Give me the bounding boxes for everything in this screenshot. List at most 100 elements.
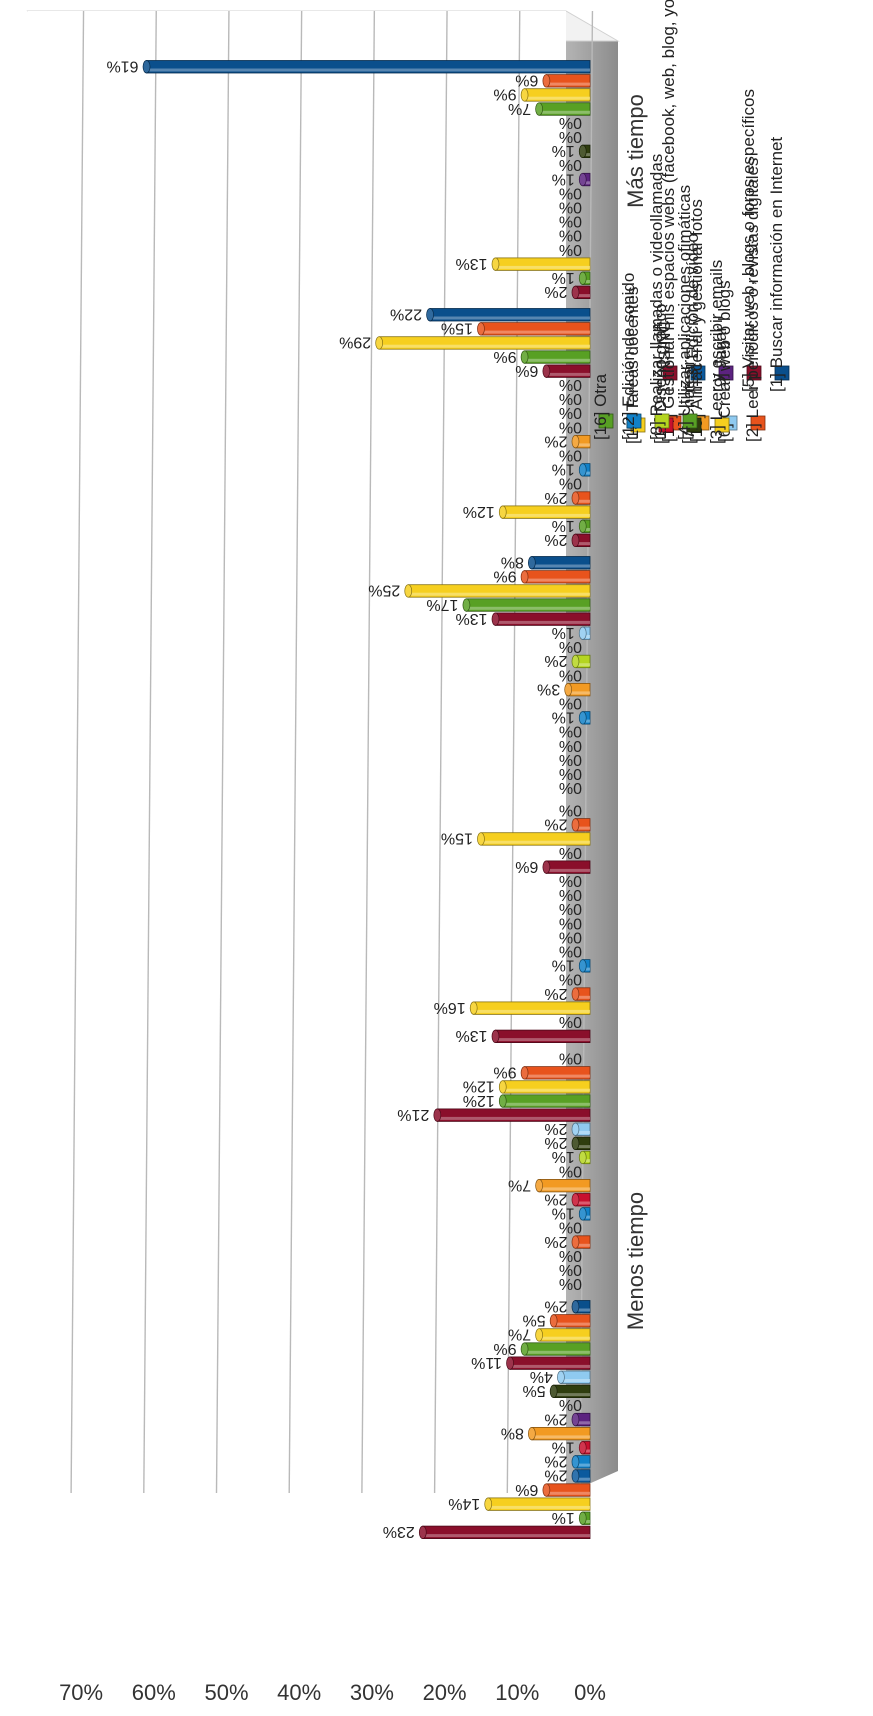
bar-highlight (531, 1435, 590, 1439)
bar: 0% (559, 1247, 582, 1264)
bar-highlight (495, 265, 590, 269)
bar: 7% (508, 1326, 591, 1343)
bar: 9% (493, 1064, 591, 1081)
bar-highlight (575, 542, 590, 546)
legend-swatch (682, 413, 698, 429)
bar-highlight (560, 1379, 590, 1382)
bar-cap (549, 1384, 558, 1398)
bar-cap (142, 60, 151, 74)
gridline-20 (433, 10, 448, 1494)
bar-cap (520, 570, 529, 584)
data-label: 0% (559, 914, 582, 931)
data-label: 5% (523, 1382, 546, 1399)
bar-highlight (546, 1491, 590, 1495)
bar-cap (491, 1029, 500, 1043)
data-label: 8% (501, 1424, 524, 1441)
y-tick-label: 20% (423, 1680, 467, 1705)
bar: 9% (493, 1340, 591, 1357)
data-label: 2% (544, 1410, 567, 1427)
legend-label: [6] Crear web o blogs (715, 280, 734, 442)
bar: 1% (552, 269, 591, 286)
bar: 2% (544, 816, 591, 833)
data-label: 13% (455, 610, 487, 627)
legend-label: [1] Buscar información en Internet (767, 137, 786, 392)
data-label: 5% (523, 1312, 546, 1329)
bar: 14% (448, 1495, 591, 1512)
bar: 25% (368, 582, 591, 599)
bar: 29% (339, 334, 591, 351)
legend-label: [3] Leer y escribir emails (707, 260, 726, 444)
data-label: 1% (552, 142, 575, 159)
data-label: 2% (544, 652, 567, 669)
data-label: 0% (559, 943, 582, 960)
bar-cap (433, 1108, 442, 1122)
bar: 1% (552, 957, 591, 974)
bar: 0% (559, 914, 582, 931)
gridline-50 (215, 10, 230, 1494)
bar: 12% (463, 503, 591, 520)
y-tick-label: 0% (574, 1680, 606, 1705)
bar: 2% (544, 1233, 591, 1250)
legend-entry: [16] Otra (591, 373, 614, 440)
bar: 0% (559, 1219, 582, 1236)
bar-highlight (575, 826, 590, 830)
bar: 2% (544, 1191, 591, 1208)
bar: 1% (552, 709, 591, 726)
bar-cap (578, 1150, 587, 1165)
data-label: 9% (493, 1064, 516, 1081)
data-label: 0% (559, 114, 582, 131)
data-label: 0% (559, 1275, 582, 1292)
data-label: 0% (559, 213, 582, 230)
bar: 0% (559, 971, 582, 988)
data-label: 1% (552, 624, 575, 641)
bar-cap (571, 818, 580, 832)
bar-cap (571, 1136, 580, 1150)
legend-label: [4] Utilizar aplicaciones ofimáticas (675, 185, 694, 440)
bar-highlight (422, 1534, 590, 1538)
bar-highlight (582, 719, 590, 723)
bar: 1% (552, 1509, 591, 1526)
bar-highlight (582, 635, 590, 638)
data-label: 0% (559, 723, 582, 740)
bar: 1% (552, 1148, 591, 1165)
bar: 2% (544, 1453, 591, 1470)
bar: 2% (544, 489, 591, 506)
data-label: 15% (441, 830, 473, 847)
gridline-40 (288, 10, 303, 1494)
bar-cap (578, 1207, 587, 1221)
data-label: 13% (455, 255, 487, 272)
bar-highlight (546, 82, 590, 86)
bar: 11% (471, 1354, 591, 1371)
data-label: 13% (455, 1027, 487, 1044)
bar-cap (477, 832, 485, 846)
bar-cap (404, 584, 413, 598)
bar: 21% (397, 1106, 591, 1123)
bar-cap (477, 322, 485, 336)
bar-highlight (524, 1350, 590, 1354)
bar: 0% (559, 666, 582, 683)
bar-highlight (582, 181, 590, 185)
data-label: 0% (559, 751, 582, 768)
bar-highlight (575, 1201, 590, 1205)
bar-highlight (575, 1463, 590, 1467)
data-label: 0% (559, 900, 582, 917)
bar: 6% (515, 858, 591, 875)
bar: 17% (426, 596, 591, 613)
bar: 0% (559, 1261, 582, 1278)
bar: 6% (515, 72, 591, 89)
bar: 2% (544, 432, 591, 449)
bar-cap (571, 1193, 580, 1207)
bar: 2% (544, 652, 591, 669)
legend-label: [8] Realizar llamadas o videollamadas (647, 154, 666, 440)
bar-highlight (466, 606, 590, 610)
bar: 0% (559, 638, 582, 655)
y-tick-label: 10% (495, 1680, 539, 1705)
legend-swatch (598, 413, 614, 429)
legend-label: [13] Edición de vídeo (683, 233, 702, 392)
bar-highlight (495, 620, 590, 624)
bar-highlight (531, 564, 590, 568)
bar: 9% (493, 86, 591, 103)
data-label: 3% (537, 680, 560, 697)
data-label: 9% (493, 568, 516, 585)
bar-cap (542, 364, 551, 378)
